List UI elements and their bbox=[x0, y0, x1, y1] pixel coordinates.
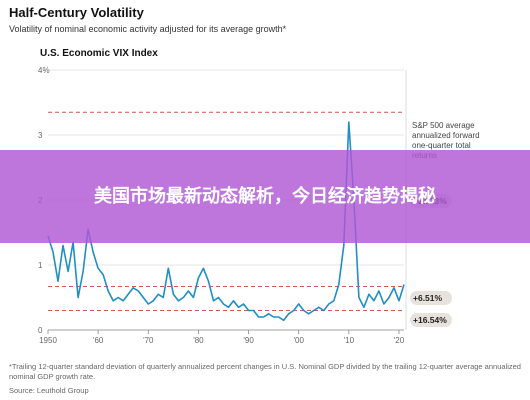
page-subtitle: Volatility of nominal economic activity … bbox=[9, 24, 287, 34]
y-tick-label: 3 bbox=[38, 131, 43, 140]
banner-headline[interactable]: 美国市场最新动态解析，今日经济趋势揭秘 bbox=[94, 185, 436, 207]
return-bubble bbox=[410, 291, 452, 305]
x-tick-label: '00 bbox=[293, 336, 304, 345]
return-bubble-label: +6.51% bbox=[413, 293, 443, 303]
return-bubble-label: +16.54% bbox=[413, 315, 447, 325]
x-tick-label: '80 bbox=[193, 336, 204, 345]
footnote-text: *Trailing 12-quarter standard deviation … bbox=[9, 362, 521, 381]
x-tick-label: 1950 bbox=[39, 336, 57, 345]
x-tick-label: '10 bbox=[344, 336, 355, 345]
x-tick-label: '90 bbox=[243, 336, 254, 345]
return-bubble bbox=[410, 313, 452, 327]
x-tick-label: '60 bbox=[93, 336, 104, 345]
x-tick-label: '70 bbox=[143, 336, 154, 345]
overlay-banner[interactable]: 美国市场最新动态解析，今日经济趋势揭秘 bbox=[0, 150, 530, 243]
y-tick-label: 0 bbox=[38, 326, 43, 335]
annotation-note: S&P 500 average bbox=[412, 121, 475, 130]
page-title: Half-Century Volatility bbox=[9, 5, 144, 20]
annotation-note: annualized forward bbox=[412, 131, 480, 140]
chart-title: U.S. Economic VIX Index bbox=[40, 48, 158, 59]
y-tick-label: 4% bbox=[38, 66, 50, 75]
x-tick-label: '20 bbox=[394, 336, 405, 345]
y-tick-label: 1 bbox=[38, 261, 43, 270]
annotation-note: one-quarter total bbox=[412, 141, 471, 150]
source-text: Source: Leuthold Group bbox=[9, 386, 89, 395]
